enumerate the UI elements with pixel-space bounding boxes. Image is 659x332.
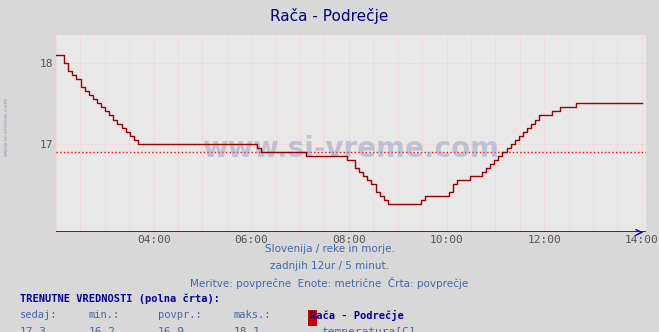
Text: min.:: min.: [89, 310, 120, 320]
Text: www.si-vreme.com: www.si-vreme.com [202, 135, 500, 163]
Text: Meritve: povprečne  Enote: metrične  Črta: povprečje: Meritve: povprečne Enote: metrične Črta:… [190, 277, 469, 289]
Text: 16,2: 16,2 [89, 327, 116, 332]
Text: zadnjih 12ur / 5 minut.: zadnjih 12ur / 5 minut. [270, 261, 389, 271]
Text: Rača - Podrečje: Rača - Podrečje [310, 310, 403, 321]
Text: Rača - Podrečje: Rača - Podrečje [270, 8, 389, 24]
Text: sedaj:: sedaj: [20, 310, 57, 320]
Text: TRENUTNE VREDNOSTI (polna črta):: TRENUTNE VREDNOSTI (polna črta): [20, 294, 219, 304]
Text: Slovenija / reke in morje.: Slovenija / reke in morje. [264, 244, 395, 254]
Text: www.si-vreme.com: www.si-vreme.com [3, 96, 9, 156]
Text: temperatura[C]: temperatura[C] [321, 327, 415, 332]
Text: 17,3: 17,3 [20, 327, 47, 332]
Text: povpr.:: povpr.: [158, 310, 202, 320]
Text: maks.:: maks.: [234, 310, 272, 320]
Text: 18,1: 18,1 [234, 327, 261, 332]
Text: 16,9: 16,9 [158, 327, 185, 332]
